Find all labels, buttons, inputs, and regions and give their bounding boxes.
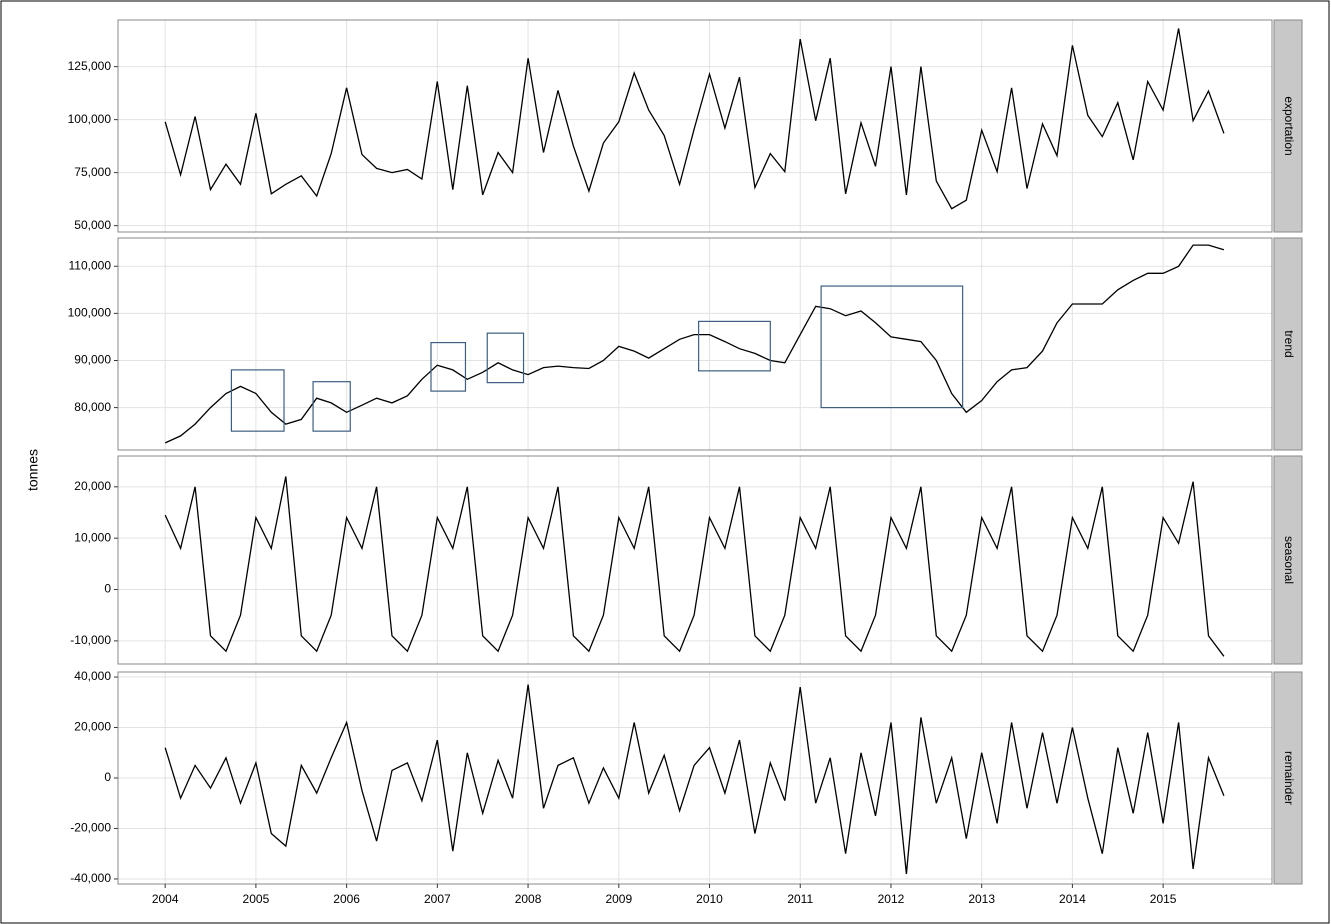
y-tick-label: 20,000 (74, 479, 111, 493)
y-tick-label: 80,000 (74, 400, 111, 414)
highlight-box (698, 320, 771, 372)
highlight-box (312, 381, 351, 432)
y-tick-label: 40,000 (74, 669, 111, 683)
highlight-box (230, 369, 285, 432)
y-axis-label: tonnes (25, 449, 41, 491)
highlight-box (430, 341, 467, 392)
strip-label: remainder (1282, 751, 1296, 805)
x-tick-label: 2004 (152, 892, 179, 906)
strip-label: trend (1282, 330, 1296, 357)
panel-border (117, 455, 1273, 665)
highlight-box (820, 285, 964, 409)
y-tick-label: 0 (104, 770, 111, 784)
x-tick-label: 2009 (605, 892, 632, 906)
strip-label: seasonal (1282, 536, 1296, 584)
y-tick-label: 125,000 (68, 59, 112, 73)
y-tick-label: 100,000 (68, 112, 112, 126)
x-tick-label: 2012 (878, 892, 905, 906)
x-tick-label: 2006 (333, 892, 360, 906)
x-tick-label: 2013 (968, 892, 995, 906)
panel-background (118, 456, 1272, 664)
x-tick-label: 2005 (243, 892, 270, 906)
strip (1273, 455, 1303, 665)
x-tick-label: 2007 (424, 892, 451, 906)
panel-background (118, 238, 1272, 450)
x-tick-label: 2010 (696, 892, 723, 906)
strip (1273, 237, 1303, 451)
y-tick-label: 50,000 (74, 218, 111, 232)
y-tick-label: -10,000 (70, 633, 111, 647)
y-tick-label: -40,000 (70, 871, 111, 885)
panel-border (117, 237, 1273, 451)
highlight-box (486, 332, 525, 384)
panel-border (117, 671, 1273, 885)
y-tick-label: 20,000 (74, 720, 111, 734)
x-tick-label: 2008 (515, 892, 542, 906)
y-tick-label: 10,000 (74, 530, 111, 544)
y-tick-label: 0 (104, 582, 111, 596)
strip-label: exportation (1282, 96, 1296, 155)
x-tick-label: 2015 (1150, 892, 1177, 906)
series-line (164, 476, 1225, 657)
series-line (164, 684, 1225, 874)
y-tick-label: 100,000 (68, 306, 112, 320)
series-line (164, 244, 1225, 444)
panel-border (117, 19, 1273, 233)
y-tick-label: 75,000 (74, 165, 111, 179)
strip (1273, 671, 1303, 885)
y-tick-label: 90,000 (74, 353, 111, 367)
y-tick-label: 110,000 (69, 258, 112, 272)
x-tick-label: 2011 (787, 892, 813, 906)
x-tick-label: 2014 (1059, 892, 1086, 906)
series-line (164, 28, 1225, 210)
y-tick-label: -20,000 (70, 821, 111, 835)
strip (1273, 19, 1303, 233)
